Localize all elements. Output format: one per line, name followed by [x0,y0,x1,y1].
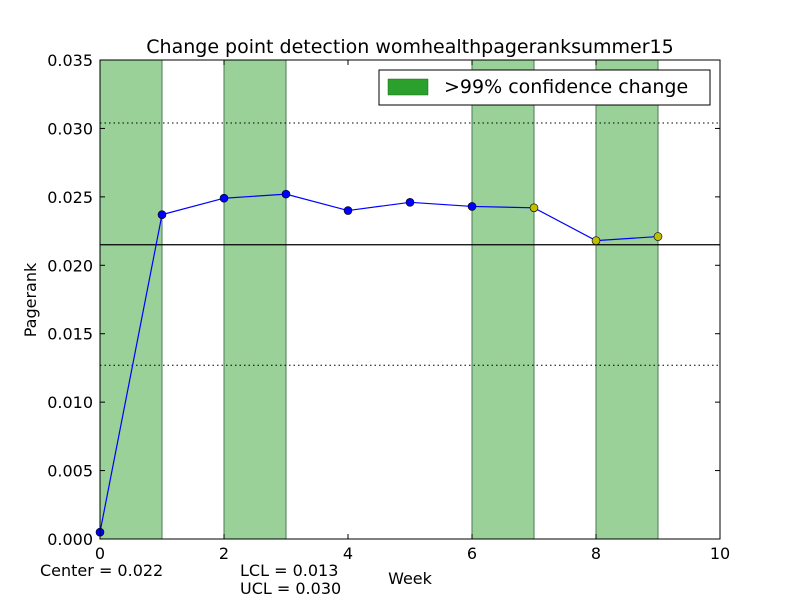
series-line [99,193,659,533]
change-regions [99,59,659,540]
data-point [467,202,477,211]
y-tick-label: 0.025 [47,188,93,207]
y-tick-label: 0.035 [47,51,93,70]
chart-title: Change point detection womhealthpagerank… [146,36,673,58]
y-tick-label: 0.010 [47,393,93,412]
data-point [219,193,229,203]
x-tick-label: 10 [710,544,730,563]
x-tick-label: 6 [467,544,477,563]
x-tick-label: 8 [591,544,601,563]
data-point [653,232,663,241]
data-point [529,203,539,213]
y-tick-label: 0.000 [47,530,93,549]
change-region [99,59,163,540]
y-tick-label: 0.005 [47,462,93,481]
change-region [471,59,535,540]
y-axis-label: Pagerank [21,262,40,337]
legend-swatch [387,78,429,96]
plot-frame [99,59,721,540]
data-point [591,236,601,245]
ucl-annotation: UCL = 0.030 [240,579,342,598]
lcl-annotation: LCL = 0.013 [240,561,339,580]
y-tick-label: 0.020 [47,256,93,275]
change-region [223,59,287,540]
axis-ticks: 0 2 4 6 8 10 0.000 0.005 0.010 0.015 0.020 0.025 0.0… [47,51,730,563]
data-point [157,210,167,219]
center-annotation: Center = 0.022 [40,561,164,580]
legend-label: >99% confidence change [444,76,688,98]
x-tick-label: 4 [343,544,353,563]
x-tick-label: 0 [95,544,105,563]
series [95,189,663,537]
data-point [405,198,415,207]
change-region [595,59,659,540]
y-tick-label: 0.015 [47,325,93,344]
data-point [281,189,291,199]
x-axis-label: Week [388,569,433,588]
legend: >99% confidence change [378,69,711,106]
y-tick-label: 0.030 [47,119,93,138]
data-point [343,206,353,215]
legend-box [378,69,711,106]
control-lines [100,122,720,366]
x-tick-label: 2 [219,544,229,563]
